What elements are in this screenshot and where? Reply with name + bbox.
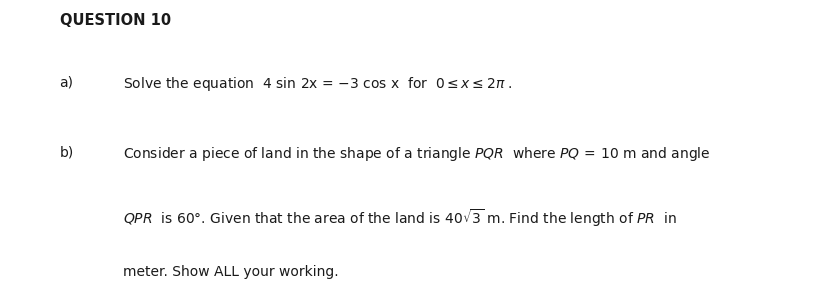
Text: a): a) (60, 75, 74, 89)
Text: meter. Show ALL your working.: meter. Show ALL your working. (122, 265, 337, 279)
Text: Consider a piece of land in the shape of a triangle $PQR$  where $PQ\,{=}\,$10 m: Consider a piece of land in the shape of… (122, 145, 710, 163)
Text: Solve the equation  4 sin 2x = $-$3 cos x  for  $0 \leq x \leq 2\pi$ .: Solve the equation 4 sin 2x = $-$3 cos x… (122, 75, 512, 93)
Text: b): b) (60, 145, 74, 159)
Text: QUESTION 10: QUESTION 10 (60, 13, 170, 28)
Text: $QPR$  is 60$\degree$. Given that the area of the land is 40$\sqrt{3}$ m. Find t: $QPR$ is 60$\degree$. Given that the are… (122, 207, 676, 229)
